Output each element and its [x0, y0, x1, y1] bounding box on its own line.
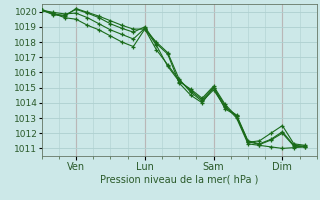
X-axis label: Pression niveau de la mer( hPa ): Pression niveau de la mer( hPa ) — [100, 174, 258, 184]
